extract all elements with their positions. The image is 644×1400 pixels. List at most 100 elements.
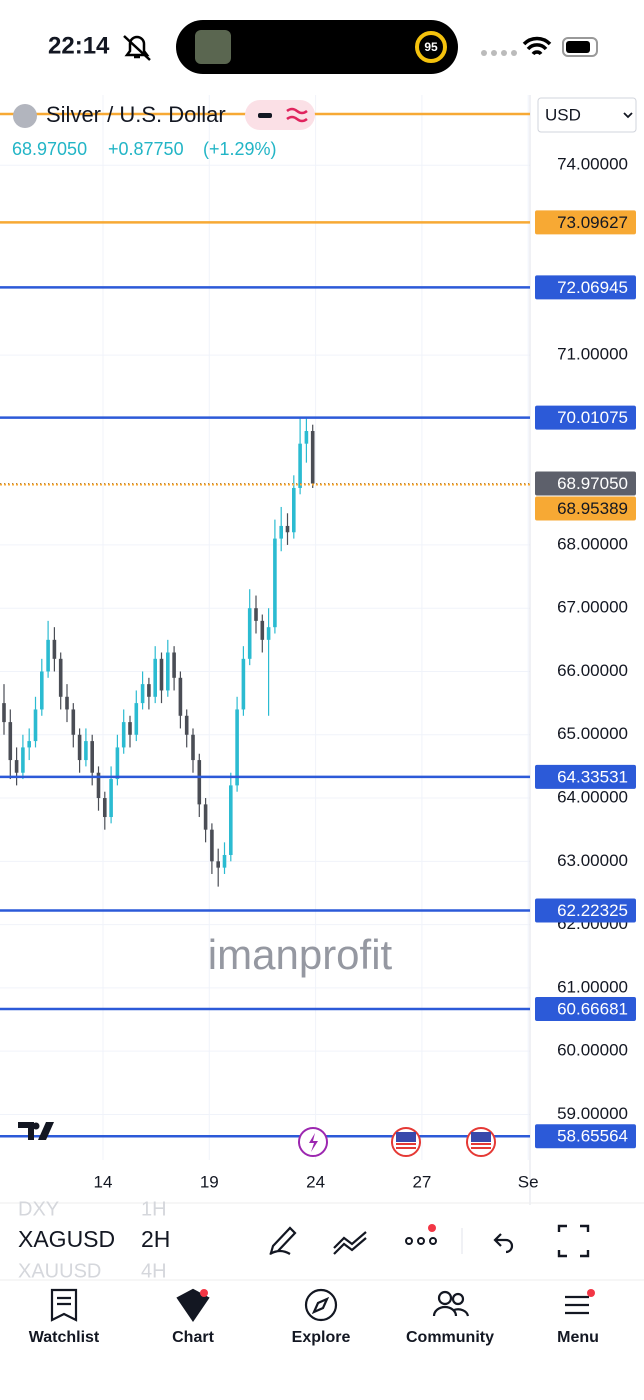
y-tick-label: 64.00000 [557, 788, 628, 807]
event-icon [309, 1133, 318, 1152]
candle-body [115, 747, 120, 780]
candle-body [310, 431, 315, 484]
candle-body [159, 658, 164, 691]
level-label: 64.33531 [557, 767, 628, 786]
y-tick-label: 71.00000 [557, 345, 628, 364]
candle-body [134, 703, 139, 735]
dynamic-island[interactable] [176, 20, 458, 74]
level-label: 60.66681 [557, 999, 628, 1018]
fullscreen[interactable] [557, 1224, 590, 1258]
x-tick-label: 27 [412, 1172, 431, 1191]
battery [562, 37, 598, 57]
y-tick-label: 61.00000 [557, 977, 628, 996]
candle-body [298, 443, 302, 488]
nav-item[interactable]: Community [406, 1329, 494, 1346]
economic-event[interactable] [391, 1127, 421, 1157]
change-pct: (+1.29%) [203, 139, 277, 159]
candle-body [235, 709, 239, 786]
level-label-bg [535, 275, 636, 300]
currency-select[interactable] [537, 97, 637, 133]
pill-icon [258, 113, 272, 118]
level-label-bg [535, 996, 636, 1021]
badge [428, 1224, 436, 1232]
currency: USD [545, 105, 581, 124]
level-label: 70.01075 [557, 408, 628, 427]
nav-item[interactable]: Explore [292, 1329, 351, 1346]
candle-body [260, 620, 265, 640]
interval-current[interactable]: 2H [141, 1226, 170, 1252]
clock: 22:14 [48, 32, 110, 59]
level-label-bg [535, 405, 636, 430]
candle-body [184, 715, 189, 735]
nav-item[interactable]: Chart [172, 1329, 214, 1346]
more-tools[interactable] [405, 1237, 437, 1245]
candle-body [216, 861, 220, 868]
candle-body [121, 722, 126, 748]
x-tick-label: 19 [200, 1172, 219, 1191]
interval-option[interactable]: 4H [141, 1260, 167, 1282]
interval-option[interactable]: 1H [141, 1198, 167, 1220]
candle-body [292, 487, 296, 533]
level-label-bg [535, 210, 636, 235]
candle-body [203, 804, 208, 830]
line-tool[interactable] [333, 1231, 367, 1255]
candle-body [8, 722, 13, 761]
activity-value: 95 [424, 40, 438, 54]
wifi-icon [522, 36, 552, 56]
candle-body [285, 525, 290, 533]
y-tick-label: 66.00000 [557, 661, 628, 680]
candle-body [273, 538, 277, 628]
candle-body [254, 608, 258, 621]
draw-tool[interactable] [269, 1226, 297, 1255]
candle-body [90, 741, 94, 773]
candle-body [279, 525, 283, 539]
x-tick-label: 14 [94, 1172, 113, 1191]
candle-body [14, 760, 19, 773]
level-label-bg [535, 898, 636, 923]
economic-event[interactable] [466, 1127, 496, 1157]
battery-level [566, 41, 590, 53]
candle-body [197, 760, 202, 805]
candle-body [33, 709, 38, 742]
pill-icon [286, 107, 308, 123]
y-tick-label: 59.00000 [557, 1104, 628, 1123]
undo[interactable] [493, 1233, 514, 1254]
badge [587, 1289, 595, 1297]
nav-item[interactable]: Watchlist [29, 1329, 100, 1346]
status-pill[interactable] [245, 100, 315, 130]
nav-item[interactable]: Menu [557, 1329, 599, 1346]
candle-body [84, 741, 88, 761]
current-price-bg [535, 471, 636, 496]
symbol-option[interactable]: DXY [18, 1198, 59, 1220]
candle-body [222, 854, 227, 868]
candle-body [166, 652, 170, 691]
y-tick-label: 68.00000 [557, 534, 628, 553]
x-tick-label: 24 [306, 1172, 325, 1191]
candle-body [27, 741, 31, 748]
candle-body [266, 627, 271, 640]
candle-body [2, 703, 6, 723]
activity-ring [415, 31, 447, 63]
tv-logo [18, 1122, 54, 1140]
quote: 68.97050 +0.87750 (+1.29%) [12, 139, 277, 159]
candle-body [109, 779, 113, 818]
candle-body [210, 829, 214, 862]
badge [200, 1289, 208, 1297]
symbol-current[interactable]: XAGUSD [18, 1226, 115, 1252]
candle-body [96, 772, 101, 799]
y-tick-label: 63.00000 [557, 851, 628, 870]
candle-body [40, 671, 44, 710]
symbol-option[interactable]: XAUUSD [18, 1260, 101, 1282]
candle-body [103, 798, 107, 818]
symbol-title[interactable]: Silver / U.S. Dollar [46, 102, 226, 127]
level-label-bg [535, 496, 636, 521]
signal [481, 50, 517, 56]
candle-body [71, 709, 76, 735]
candle-body [65, 696, 69, 710]
level-label: 62.22325 [557, 901, 628, 920]
candle-body [58, 658, 63, 697]
level-label: 68.95389 [557, 499, 628, 518]
nav-icons [50, 1288, 589, 1322]
chart-area[interactable]: imanprofit 74.00000 71.00000 68.00000 67.000… [0, 95, 636, 1205]
x-tick-label: Se [518, 1172, 539, 1191]
